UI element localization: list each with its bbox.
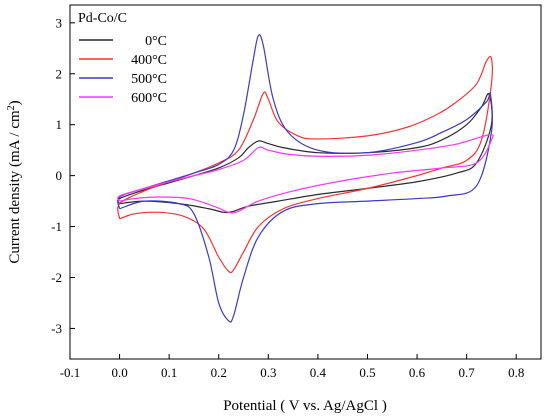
y-tick-label-6: -3 bbox=[51, 321, 62, 336]
curves bbox=[117, 34, 494, 323]
y-tick-label-2: 1 bbox=[56, 117, 63, 132]
chart-annotation: Pd-Co/C bbox=[78, 11, 127, 26]
y-tick-label-1: 2 bbox=[56, 66, 63, 81]
x-tick-label-3: 0.2 bbox=[211, 365, 227, 380]
y-axis-label-end: ) bbox=[7, 100, 23, 105]
legend-label-2: 500°C bbox=[131, 72, 167, 87]
x-axis: -0.1 0.0 0.1 0.2 0.3 0.4 0.5 0.6 0.7 0.8 bbox=[60, 354, 524, 380]
x-tick-label-9: 0.8 bbox=[508, 365, 524, 380]
plot-frame bbox=[69, 4, 542, 360]
y-axis-label: Current density (mA / cm2) bbox=[6, 100, 23, 263]
x-tick-label-4: 0.3 bbox=[260, 365, 276, 380]
x-tick-label-7: 0.6 bbox=[409, 365, 426, 380]
x-tick-label-6: 0.5 bbox=[359, 365, 375, 380]
y-tick-label-0: 3 bbox=[56, 15, 63, 30]
y-axis: 3 2 1 0 -1 -2 -3 bbox=[51, 15, 75, 336]
series-line-0 bbox=[117, 93, 493, 214]
x-tick-label-5: 0.4 bbox=[310, 365, 327, 380]
y-axis-label-sup: 2 bbox=[6, 105, 17, 110]
x-tick-label-8: 0.7 bbox=[459, 365, 476, 380]
legend: 0°C 400°C 500°C 600°C bbox=[79, 34, 167, 106]
legend-label-1: 400°C bbox=[131, 53, 167, 68]
y-tick-label-3: 0 bbox=[56, 168, 63, 183]
legend-label-0: 0°C bbox=[145, 34, 167, 49]
x-tick-label-1: 0.0 bbox=[111, 365, 127, 380]
x-axis-label: Potential ( V vs. Ag/AgCl ) bbox=[223, 398, 387, 414]
y-tick-label-4: -1 bbox=[51, 219, 62, 234]
series-line-1 bbox=[117, 55, 493, 274]
x-tick-label-0: -0.1 bbox=[60, 365, 81, 380]
series-line-2 bbox=[117, 34, 493, 323]
y-tick-label-5: -2 bbox=[51, 270, 62, 285]
legend-label-3: 600°C bbox=[131, 91, 167, 106]
series-line-3 bbox=[117, 134, 494, 214]
y-axis-label-main: Current density (mA / cm bbox=[7, 110, 23, 264]
x-tick-label-2: 0.1 bbox=[161, 365, 177, 380]
